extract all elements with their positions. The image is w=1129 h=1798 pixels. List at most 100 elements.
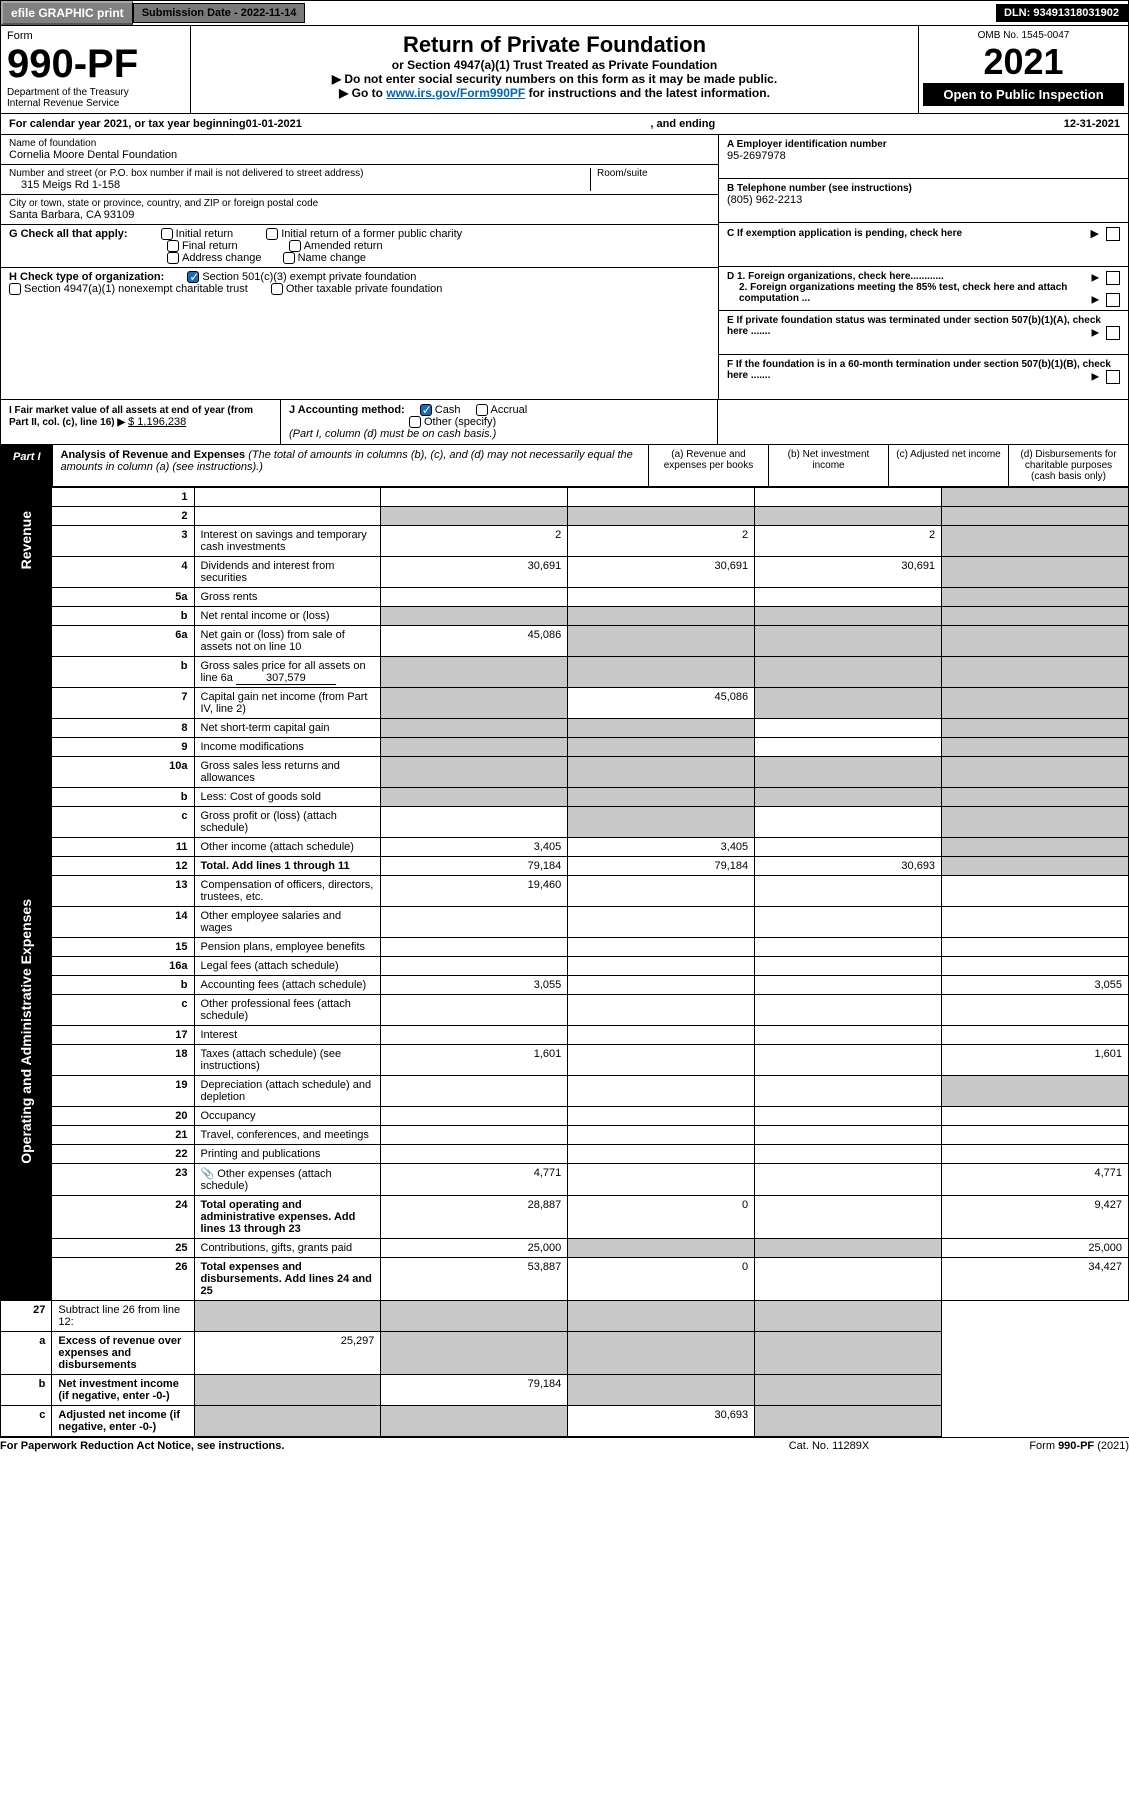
cell	[942, 657, 1129, 688]
e-checkbox[interactable]	[1106, 326, 1120, 340]
col-b-header: (b) Net investment income	[768, 445, 888, 486]
line-number: b	[52, 788, 194, 807]
line-number: 16a	[52, 957, 194, 976]
cell	[568, 876, 755, 907]
line-number: 25	[52, 1239, 194, 1258]
line-number: 11	[52, 838, 194, 857]
cell: 0	[568, 1196, 755, 1239]
cell	[568, 1239, 755, 1258]
cell: 25,000	[381, 1239, 568, 1258]
efile-print-button[interactable]: efile GRAPHIC print	[1, 1, 133, 25]
cell	[381, 1301, 568, 1332]
initial-return-checkbox[interactable]	[161, 228, 173, 240]
street-address: 315 Meigs Rd 1-158	[9, 179, 590, 191]
other-method-checkbox[interactable]	[409, 416, 421, 428]
line-description: Pension plans, employee benefits	[194, 938, 381, 957]
address-change-checkbox[interactable]	[167, 252, 179, 264]
g-opt-3: Amended return	[304, 240, 383, 252]
e-cell: E If private foundation status was termi…	[719, 311, 1128, 355]
cell	[568, 657, 755, 688]
cell	[381, 1126, 568, 1145]
accrual-checkbox[interactable]	[476, 404, 488, 416]
table-row: 11Other income (attach schedule)3,4053,4…	[1, 838, 1129, 857]
line-number: 26	[52, 1258, 194, 1301]
attach-icon[interactable]: 📎	[201, 1168, 215, 1180]
f-checkbox[interactable]	[1106, 370, 1120, 384]
table-row: 16aLegal fees (attach schedule)	[1, 957, 1129, 976]
table-row: 4Dividends and interest from securities 3…	[1, 557, 1129, 588]
cell	[942, 626, 1129, 657]
amended-return-checkbox[interactable]	[289, 240, 301, 252]
cell	[381, 1406, 568, 1437]
cell	[755, 957, 942, 976]
page-footer: For Paperwork Reduction Act Notice, see …	[0, 1437, 1129, 1452]
line-description: Dividends and interest from securities	[194, 557, 381, 588]
line-description: Printing and publications	[194, 1145, 381, 1164]
cell	[755, 838, 942, 857]
4947a1-checkbox[interactable]	[9, 283, 21, 295]
cell	[194, 1406, 381, 1437]
d1-checkbox[interactable]	[1106, 271, 1120, 285]
cell	[942, 1145, 1129, 1164]
cell: 45,086	[381, 626, 568, 657]
line-description: Total operating and administrative expen…	[194, 1196, 381, 1239]
line-number: 7	[52, 688, 194, 719]
line-number: 12	[52, 857, 194, 876]
cell	[755, 719, 942, 738]
501c3-checkbox[interactable]	[187, 271, 199, 283]
table-row: 3Interest on savings and temporary cash …	[1, 526, 1129, 557]
cell	[568, 957, 755, 976]
part1-title: Analysis of Revenue and Expenses	[61, 449, 246, 461]
line-number: 20	[52, 1107, 194, 1126]
d2-checkbox[interactable]	[1106, 293, 1120, 307]
line-number: 13	[52, 876, 194, 907]
cell	[942, 876, 1129, 907]
instructions-link[interactable]: www.irs.gov/Form990PF	[386, 86, 525, 100]
form-note2: ▶ Go to www.irs.gov/Form990PF for instru…	[201, 86, 908, 100]
cell: 25,000	[942, 1239, 1129, 1258]
line-number: 1	[52, 488, 194, 507]
table-row: 12Total. Add lines 1 through 1179,18479,…	[1, 857, 1129, 876]
line-description: Total expenses and disbursements. Add li…	[194, 1258, 381, 1301]
cell	[381, 1332, 568, 1375]
c-checkbox[interactable]	[1106, 227, 1120, 241]
other-taxable-checkbox[interactable]	[271, 283, 283, 295]
line-number: 4	[52, 557, 194, 588]
line-description: Excess of revenue over expenses and disb…	[52, 1332, 194, 1375]
footer-cat: Cat. No. 11289X	[729, 1440, 929, 1452]
cell: 3,405	[568, 838, 755, 857]
cell	[755, 1107, 942, 1126]
tel-cell: B Telephone number (see instructions) (8…	[719, 179, 1128, 223]
cell: 30,691	[755, 557, 942, 588]
cell	[755, 626, 942, 657]
cell	[568, 507, 755, 526]
name-change-checkbox[interactable]	[283, 252, 295, 264]
line-description: Income modifications	[194, 738, 381, 757]
line-description	[194, 488, 381, 507]
cell	[755, 1026, 942, 1045]
cell	[942, 938, 1129, 957]
ein-label: A Employer identification number	[727, 139, 1120, 150]
table-row: 23📎 Other expenses (attach schedule)4,77…	[1, 1164, 1129, 1196]
form-header: Form 990-PF Department of the Treasury I…	[0, 26, 1129, 114]
cell	[568, 488, 755, 507]
initial-former-checkbox[interactable]	[266, 228, 278, 240]
cash-checkbox[interactable]	[420, 404, 432, 416]
footer-right: Form 990-PF (2021)	[929, 1440, 1129, 1452]
cell	[942, 907, 1129, 938]
cell	[194, 1375, 381, 1406]
part1-label: Part I	[1, 445, 53, 486]
table-row: 2	[1, 507, 1129, 526]
line-description: Accounting fees (attach schedule)	[194, 976, 381, 995]
line-number: 9	[52, 738, 194, 757]
table-row: bGross sales price for all assets on lin…	[1, 657, 1129, 688]
dept-line1: Department of the Treasury	[7, 87, 184, 98]
cell	[381, 1107, 568, 1126]
final-return-checkbox[interactable]	[167, 240, 179, 252]
identification-block: Name of foundation Cornelia Moore Dental…	[0, 135, 1129, 400]
omb-number: OMB No. 1545-0047	[923, 30, 1124, 41]
line-description: Gross sales price for all assets on line…	[194, 657, 381, 688]
cell	[568, 1026, 755, 1045]
cell	[381, 657, 568, 688]
section-label: Revenue	[1, 488, 52, 876]
